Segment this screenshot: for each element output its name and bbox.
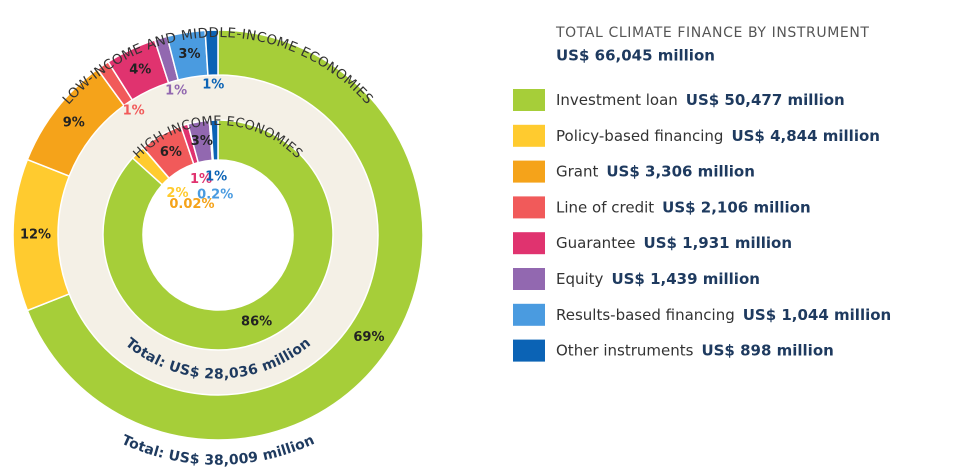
legend-name: Policy-based financing [556,126,723,144]
legend-swatch [513,196,545,219]
legend-entry: Investment loan US$ 50,477 million [556,91,845,109]
chart-total: US$ 66,045 million [556,47,715,65]
value-label: 1% [190,172,212,187]
value-label: 1% [202,78,224,93]
value-label: 6% [160,145,182,160]
legend-amount: US$ 1,439 million [611,270,760,288]
value-label: 4% [129,62,151,77]
value-label: 69% [353,330,384,345]
legend-swatch [513,160,545,183]
value-label: 3% [178,47,200,62]
value-label: 86% [241,314,272,329]
donut-segment [204,29,219,77]
legend-amount: US$ 1,931 million [644,234,793,252]
legend-name: Grant [556,162,598,180]
legend-entry: Other instruments US$ 898 million [556,341,834,359]
legend-name: Line of credit [556,198,654,216]
value-label: 0.2% [197,188,233,203]
legend-amount: US$ 2,106 million [662,198,811,216]
legend-name: Other instruments [556,341,694,359]
donut-segment [26,29,424,441]
value-label: 1% [205,170,227,185]
value-label: 1% [123,103,145,118]
legend-name: Equity [556,270,604,288]
value-label: 1% [165,83,187,98]
value-label: 3% [191,134,213,149]
legend-amount: US$ 4,844 million [731,126,880,144]
legend-name: Results-based financing [556,305,735,323]
legend-entry: Equity US$ 1,439 million [556,270,760,288]
legend-swatch [513,268,545,290]
legend-name: Investment loan [556,91,678,109]
donut-segment [102,119,334,351]
legend-swatch [513,303,545,326]
legend-entry: Results-based financing US$ 1,044 million [556,305,891,323]
legend-entry: Policy-based financing US$ 4,844 million [556,126,880,144]
donut-segment [209,119,219,161]
legend-swatch [513,124,545,147]
value-label: 12% [20,228,51,243]
legend-swatch [513,339,545,362]
legend-name: Guarantee [556,234,636,252]
legend-entry: Line of credit US$ 2,106 million [556,198,811,216]
legend-swatch [513,232,545,255]
value-label: 2% [166,186,188,201]
legend-swatch [513,89,545,111]
legend-entry: Guarantee US$ 1,931 million [556,234,792,252]
legend-amount: US$ 1,044 million [743,305,892,323]
legend-amount: US$ 3,306 million [606,162,755,180]
value-label: 0.02% [169,197,214,212]
legend-amount: US$ 898 million [701,341,833,359]
value-label: 9% [63,116,85,131]
hole [143,160,293,310]
legend-amount: US$ 50,477 million [686,91,845,109]
chart-title: TOTAL CLIMATE FINANCE BY INSTRUMENT [555,25,870,41]
legend-entry: Grant US$ 3,306 million [556,162,755,180]
